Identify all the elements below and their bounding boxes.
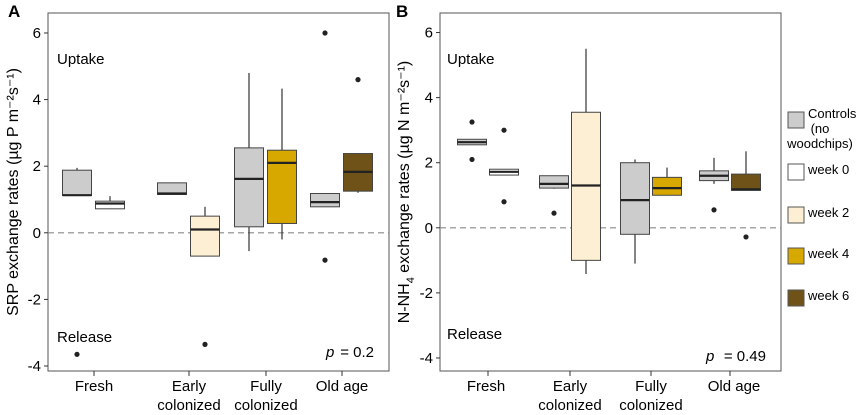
panel-B: B6 4 2 0 -2 -4 N-NH4 exchange rates (µg N m⁻²s…	[396, 2, 782, 414]
box-body	[95, 200, 125, 210]
legend-label-week0: week 0	[807, 162, 849, 177]
x-category-label: Early colonized	[157, 378, 220, 414]
legend-swatch-week0	[787, 163, 805, 181]
y-tick-label: 6	[425, 25, 433, 42]
uptake-label: Uptake	[57, 51, 105, 68]
x-category-label: Fresh	[467, 378, 505, 395]
release-label: Release	[447, 326, 502, 343]
box-week0-fresh	[95, 196, 125, 210]
y-tick-label: 6	[33, 25, 41, 42]
box-controls-old-age	[310, 30, 340, 263]
box-week6-old-age	[731, 151, 761, 240]
box-body	[652, 176, 682, 196]
plot-area-B	[439, 12, 782, 372]
legend-swatch-controls	[787, 111, 805, 129]
outlier-point	[501, 127, 507, 133]
box-body	[62, 169, 92, 196]
box-controls-old-age	[699, 157, 729, 213]
outlier-point	[74, 351, 80, 357]
x-category-label: Fully colonized	[619, 378, 682, 414]
p-value-text: = 0.2	[340, 344, 374, 361]
legend-swatch-week2	[787, 206, 805, 224]
box-body	[731, 173, 761, 191]
y-tick-label: -2	[28, 291, 41, 308]
outlier-point	[322, 30, 328, 36]
x-category-label: Old age	[316, 378, 369, 395]
y-axis-title-B: N-NH4 exchange rates (µg N m⁻²s⁻¹)	[396, 61, 417, 324]
legend-swatch-week4	[787, 247, 805, 265]
outlier-point	[202, 341, 208, 347]
outlier-point	[322, 257, 328, 263]
legend: Controls (no woodchips) week 0 week 2 week 4 w…	[786, 106, 857, 307]
box-body	[539, 175, 569, 189]
outlier-point	[711, 207, 717, 213]
x-category-label: Old age	[708, 378, 761, 395]
legend-label-week2: week 2	[807, 205, 849, 220]
x-category-label: Fully colonized	[234, 378, 297, 414]
box-controls-fresh	[457, 119, 487, 163]
outlier-point	[355, 77, 361, 83]
y-tick-label: 4	[425, 90, 433, 107]
outlier-point	[743, 234, 749, 240]
p-value-text: = 0.49	[724, 348, 766, 365]
panel-letter-B: B	[396, 2, 408, 21]
uptake-label: Uptake	[447, 51, 495, 68]
box-controls-fully-colonized	[234, 72, 264, 252]
box-week4-fully-colonized	[267, 88, 297, 240]
box-week2-early-colonized	[190, 206, 220, 347]
box-controls-fully-colonized	[620, 159, 650, 264]
y-tick-label: 2	[425, 155, 433, 172]
box-controls-early-colonized	[539, 175, 569, 216]
y-tick-label: 2	[33, 158, 41, 175]
box-controls-early-colonized	[157, 182, 187, 195]
outlier-point	[551, 210, 557, 216]
outlier-point	[469, 156, 475, 163]
legend-label-controls: Controls (no woodchips)	[786, 106, 857, 151]
y-tick-label: -2	[420, 285, 433, 302]
box-body	[267, 149, 297, 224]
legend-swatch-week6	[787, 289, 805, 307]
box-controls-fresh	[62, 167, 92, 357]
panel-letter-A: A	[8, 2, 20, 21]
box-week2-early-colonized	[571, 48, 601, 275]
box-body	[234, 147, 264, 228]
y-tick-label: 4	[33, 92, 41, 109]
y-tick-label: -4	[28, 358, 41, 375]
y-tick-label: 0	[425, 220, 433, 237]
legend-label-week6: week 6	[807, 288, 849, 303]
y-tick-label: 0	[33, 225, 41, 242]
box-body	[620, 162, 650, 235]
box-week0-fresh	[489, 127, 519, 205]
box-week6-old-age	[343, 77, 373, 193]
p-value-symbol: p	[325, 344, 334, 361]
release-label: Release	[57, 329, 112, 346]
panel-A: A6 4 2 0 -2 -4 SRP exchange rates (µg P m⁻²s⁻¹…	[5, 2, 390, 414]
box-body	[190, 215, 220, 257]
outlier-point	[501, 199, 507, 205]
x-category-label: Fresh	[75, 378, 113, 395]
legend-label-week4: week 4	[807, 246, 849, 261]
plot-area-A	[47, 12, 390, 372]
x-category-label: Early colonized	[538, 378, 601, 414]
p-value-symbol: p	[705, 348, 714, 365]
outlier-point	[469, 119, 475, 125]
y-tick-label: -4	[420, 350, 433, 367]
y-axis-title-A: SRP exchange rates (µg P m⁻²s⁻¹)	[5, 68, 22, 316]
box-week4-fully-colonized	[652, 167, 682, 196]
box-body	[310, 192, 340, 208]
